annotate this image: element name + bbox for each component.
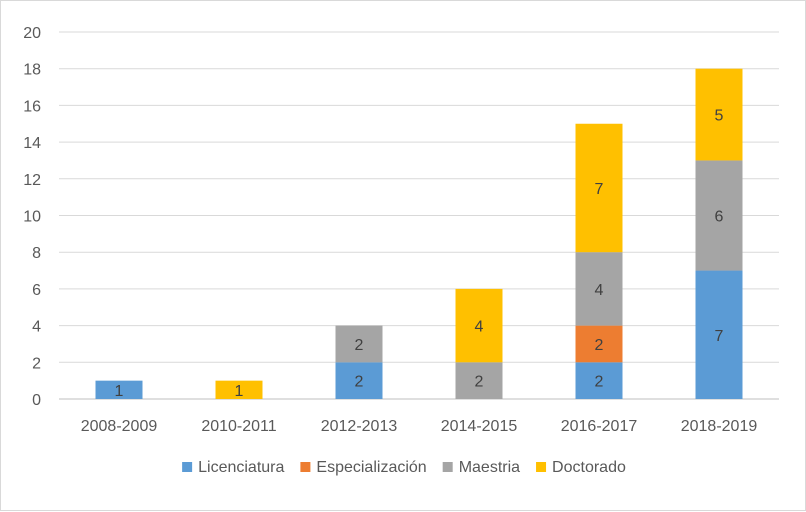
data-label: 2 [355, 374, 364, 391]
legend-label: Licenciatura [198, 459, 284, 476]
legend-label: Maestria [459, 459, 520, 476]
legend-swatch [300, 462, 311, 472]
legend-swatch [536, 462, 547, 472]
bar-segment [455, 288, 503, 363]
bar-segment [695, 68, 743, 161]
bar-segment [575, 325, 623, 363]
legend-swatch [182, 462, 193, 472]
data-label: 4 [595, 282, 604, 299]
x-tick-label: 2014-2015 [441, 418, 518, 435]
bar-segment [695, 270, 743, 399]
y-tick-label: 14 [23, 135, 41, 152]
x-tick-label: 2010-2011 [201, 418, 276, 435]
legend-label: Especialización [316, 459, 426, 476]
bar-segment [695, 160, 743, 271]
bar-segment [335, 325, 383, 363]
x-tick-label: 2016-2017 [561, 418, 638, 435]
y-tick-label: 4 [32, 319, 41, 336]
y-tick-label: 18 [23, 62, 41, 79]
data-label: 7 [715, 328, 724, 345]
bar-segment [575, 123, 623, 253]
y-tick-label: 6 [32, 282, 41, 299]
legend-label: Doctorado [552, 459, 626, 476]
bar-segment [215, 380, 263, 399]
gridlines [59, 31, 779, 400]
y-tick-label: 10 [23, 209, 41, 226]
data-label: 6 [715, 209, 724, 226]
x-tick-label: 2018-2019 [681, 418, 758, 435]
legend-item: Maestria [442, 459, 520, 476]
data-label: 5 [715, 108, 724, 125]
y-tick-label: 16 [23, 98, 41, 115]
y-tick-label: 12 [23, 172, 41, 189]
data-label: 2 [355, 337, 364, 354]
bar-segment [575, 252, 623, 326]
y-tick-label: 20 [23, 25, 41, 42]
bar-segment [575, 362, 623, 399]
bar-segment [455, 362, 503, 399]
x-tick-label: 2008-2009 [81, 418, 158, 435]
legend-item: Licenciatura [182, 459, 285, 476]
x-axis: 2008-2009 2010-2011 2012-2013 2014-2015 2016… [81, 418, 758, 435]
legend: Licenciatura Especialización Maestria Docto… [182, 459, 626, 476]
data-label: 1 [235, 383, 244, 400]
bar-segment [95, 380, 143, 399]
data-label: 7 [595, 181, 604, 198]
legend-swatch [442, 462, 453, 472]
x-tick-label: 2012-2013 [321, 418, 398, 435]
data-label: 4 [475, 319, 484, 336]
data-label: 2 [595, 374, 604, 391]
y-tick-label: 8 [32, 245, 41, 262]
data-label: 1 [115, 383, 124, 400]
y-tick-label: 2 [32, 355, 41, 372]
legend-item: Especialización [300, 459, 427, 476]
bars: 1 1 2 2 2 4 2 2 4 7 7 6 5 [95, 68, 743, 400]
legend-item: Doctorado [536, 459, 626, 476]
data-label: 2 [595, 337, 604, 354]
bar-segment [335, 362, 383, 399]
y-axis: 0 2 4 6 8 10 12 14 16 18 20 [23, 25, 41, 409]
y-tick-label: 0 [32, 392, 41, 409]
data-label: 2 [475, 374, 484, 391]
